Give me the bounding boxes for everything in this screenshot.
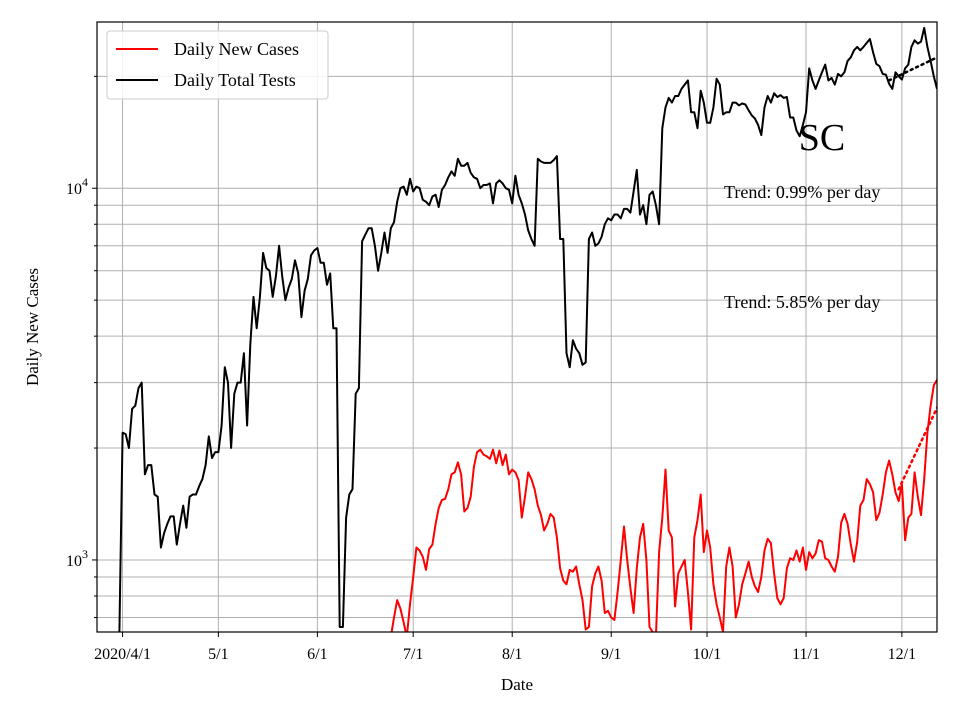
y-tick-label-base: 10 <box>66 553 82 570</box>
state-label: SC <box>799 117 845 159</box>
y-tick-label-exponent: 3 <box>82 547 88 561</box>
x-tick-label: 8/1 <box>502 646 522 663</box>
x-tick-label: 7/1 <box>403 646 423 663</box>
x-tick-label: 2020/4/1 <box>94 646 151 663</box>
x-axis-title: Date <box>501 675 533 694</box>
series-line-daily-new-cases <box>390 378 937 632</box>
x-tick-label: 11/1 <box>792 646 820 663</box>
legend-label-cases: Daily New Cases <box>174 39 299 59</box>
y-tick-label-exponent: 4 <box>82 175 88 189</box>
x-tick-label: 5/1 <box>208 646 228 663</box>
x-tick-label: 12/1 <box>888 646 916 663</box>
y-tick-label-base: 10 <box>66 181 82 198</box>
legend-label-tests: Daily Total Tests <box>174 70 296 90</box>
x-tick-label: 10/1 <box>693 646 721 663</box>
x-tick-label: 9/1 <box>601 646 621 663</box>
legend: Daily New Cases Daily Total Tests <box>106 30 329 100</box>
x-tick-label: 6/1 <box>307 646 327 663</box>
grid <box>97 22 937 632</box>
trend-line-cases <box>897 405 937 491</box>
trend-line-tests <box>887 56 937 82</box>
axes-frame <box>96 21 938 633</box>
legend-box <box>106 30 329 100</box>
x-axis: 2020/4/1 5/1 6/1 7/1 8/1 9/1 10/1 11/1 12/1 <box>94 632 916 663</box>
trend-annotation-tests: Trend: 0.99% per day <box>724 182 880 202</box>
plot-area <box>118 26 937 632</box>
series-line-daily-total-tests <box>118 26 937 632</box>
y-tick-label: 104 <box>66 175 88 198</box>
y-tick-label: 103 <box>66 547 88 570</box>
y-axis-title: Daily New Cases <box>23 268 42 386</box>
trend-annotation-cases: Trend: 5.85% per day <box>724 292 880 312</box>
